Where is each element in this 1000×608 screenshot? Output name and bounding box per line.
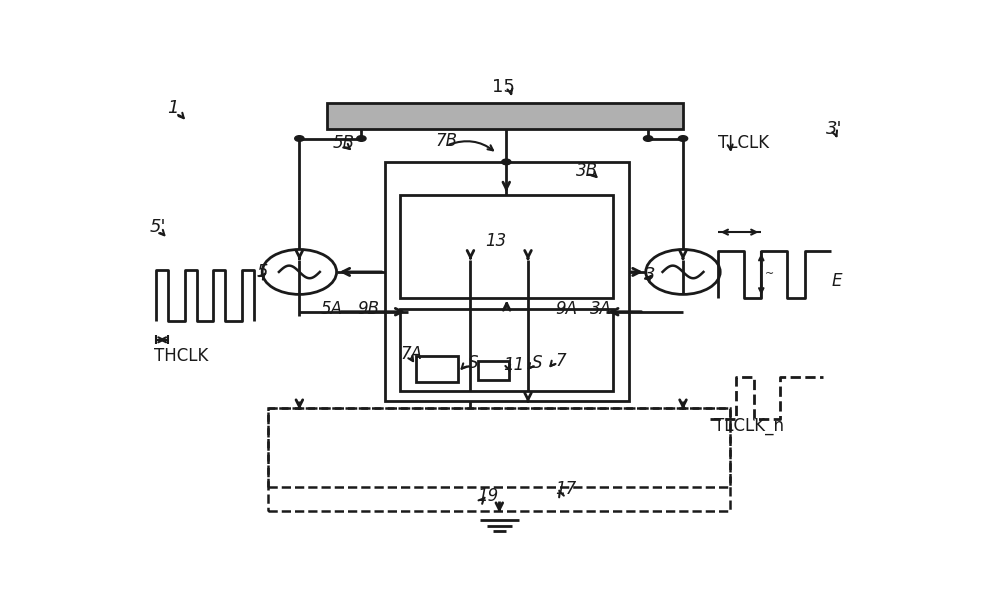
Bar xyxy=(385,162,629,401)
Text: 3B: 3B xyxy=(576,162,598,180)
Text: THCLK: THCLK xyxy=(154,347,209,365)
Text: TLCLK_n: TLCLK_n xyxy=(714,417,784,435)
Bar xyxy=(400,309,613,392)
Text: 17: 17 xyxy=(555,480,576,499)
Circle shape xyxy=(357,136,366,141)
Circle shape xyxy=(502,159,511,165)
Text: 7B: 7B xyxy=(435,131,457,150)
Text: 7A: 7A xyxy=(400,345,422,362)
Text: E: E xyxy=(832,272,842,290)
Bar xyxy=(268,408,730,511)
Text: 1: 1 xyxy=(168,98,179,117)
Text: 3A: 3A xyxy=(590,300,612,318)
Text: 9A: 9A xyxy=(555,300,577,318)
Text: ~: ~ xyxy=(765,269,774,279)
Text: 19: 19 xyxy=(478,488,499,505)
Text: 3': 3' xyxy=(826,120,843,138)
Circle shape xyxy=(678,136,688,141)
Text: 5: 5 xyxy=(257,263,268,281)
Circle shape xyxy=(295,136,304,141)
Text: S: S xyxy=(532,354,542,372)
Text: 5A: 5A xyxy=(321,300,343,318)
Text: 9B: 9B xyxy=(358,300,380,318)
Bar xyxy=(478,361,509,379)
Text: 3: 3 xyxy=(644,266,656,284)
Text: TLCLK: TLCLK xyxy=(718,134,769,152)
Text: 11: 11 xyxy=(503,356,524,375)
Text: 15: 15 xyxy=(492,78,515,96)
Bar xyxy=(268,408,730,487)
Bar xyxy=(416,356,458,382)
Text: 13: 13 xyxy=(485,232,507,250)
Bar xyxy=(400,195,613,298)
Text: 5': 5' xyxy=(150,218,166,236)
Text: S: S xyxy=(468,354,478,372)
Bar xyxy=(326,103,683,129)
Text: 7: 7 xyxy=(555,351,566,370)
Text: 5B: 5B xyxy=(333,134,355,152)
Circle shape xyxy=(643,136,653,141)
